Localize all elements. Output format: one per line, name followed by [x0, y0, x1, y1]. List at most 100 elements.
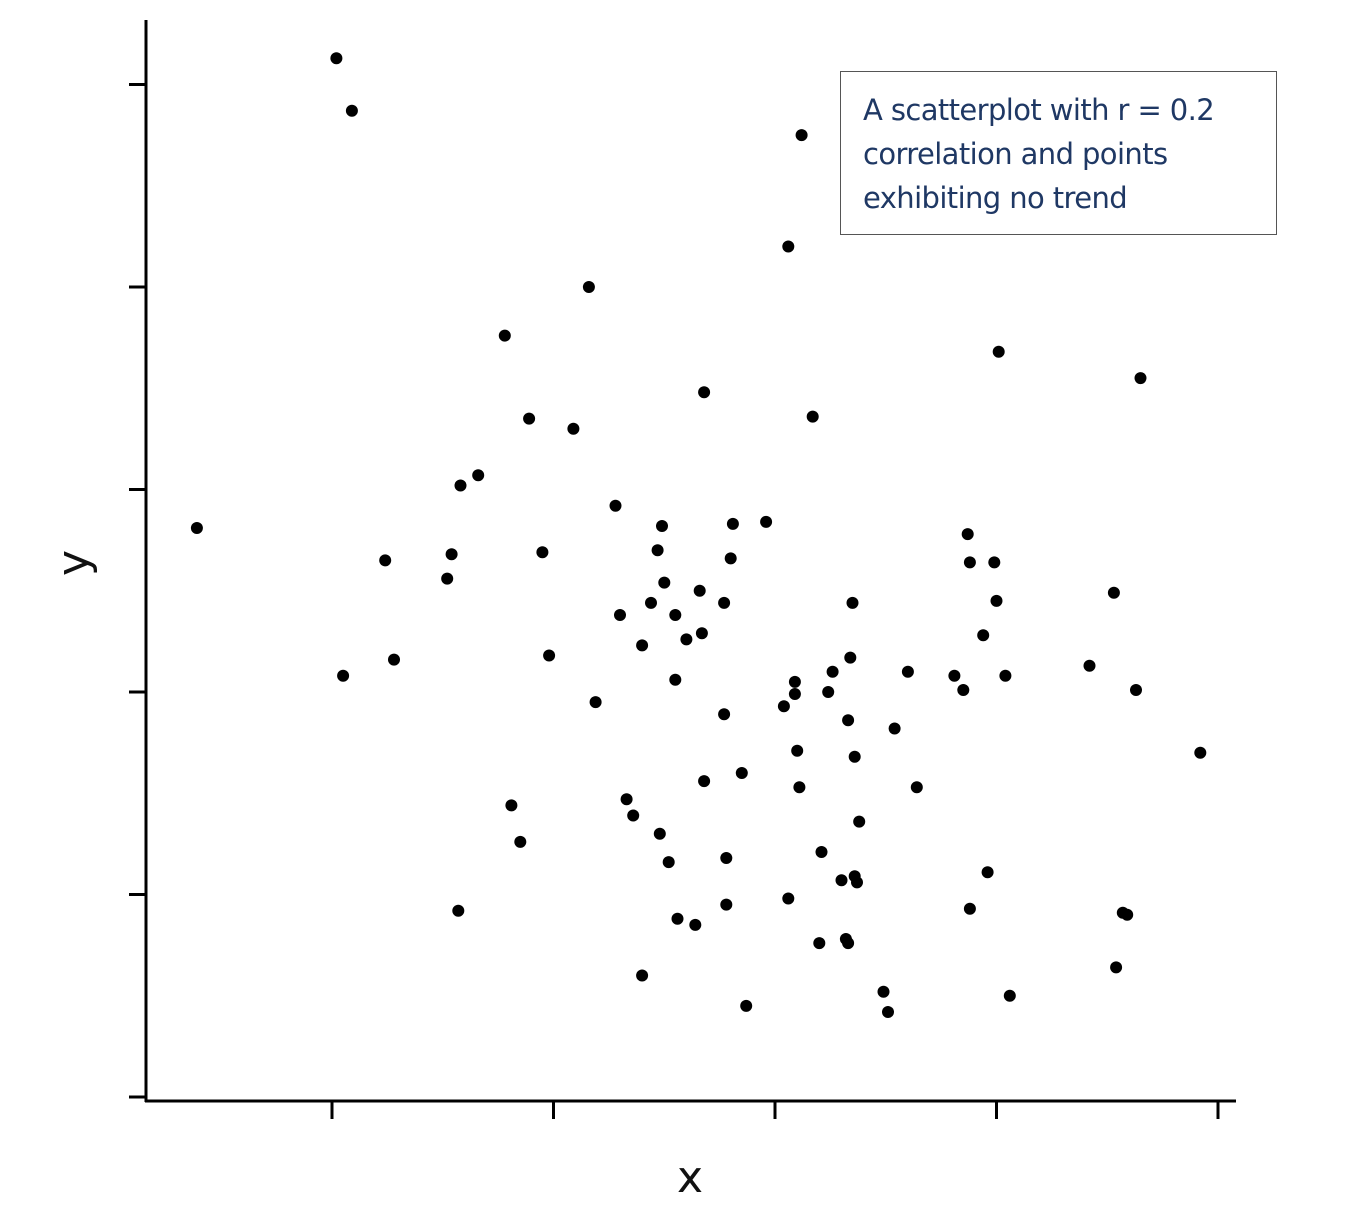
data-point — [620, 793, 633, 806]
data-point — [523, 412, 536, 425]
data-point — [680, 633, 693, 646]
data-point — [671, 912, 684, 925]
data-point — [536, 546, 549, 559]
data-point — [190, 522, 203, 534]
data-point — [330, 52, 343, 65]
data-point — [977, 629, 990, 642]
data-point — [948, 669, 961, 682]
annotation-box: A scatterplot with r = 0.2 correlation a… — [840, 71, 1277, 235]
data-point — [695, 627, 708, 640]
data-point — [1083, 659, 1096, 672]
data-point — [777, 700, 790, 713]
data-point — [514, 835, 527, 848]
data-point — [888, 722, 901, 735]
data-point — [693, 584, 706, 597]
data-point — [472, 469, 485, 482]
data-point — [963, 556, 976, 569]
data-point — [718, 708, 731, 721]
data-point — [724, 552, 737, 565]
data-point — [791, 744, 804, 757]
data-point — [963, 902, 976, 915]
data-point — [388, 653, 400, 666]
data-point — [806, 410, 819, 423]
data-point — [651, 544, 664, 557]
data-point — [735, 767, 748, 779]
data-point — [669, 673, 682, 686]
data-point — [1107, 586, 1120, 599]
data-point — [1134, 372, 1147, 385]
data-point — [636, 639, 649, 652]
data-point — [788, 675, 801, 688]
data-point — [957, 684, 970, 696]
data-point — [726, 517, 739, 530]
data-point — [445, 548, 458, 561]
data-point — [782, 240, 795, 253]
data-point — [822, 686, 835, 698]
data-points — [190, 52, 1207, 1018]
data-point — [877, 985, 890, 998]
data-point — [793, 781, 806, 794]
data-point — [1130, 684, 1142, 696]
data-point — [653, 827, 666, 840]
data-point — [853, 815, 866, 828]
data-point — [882, 1006, 894, 1018]
data-point — [589, 696, 602, 709]
data-point — [782, 892, 795, 905]
data-point — [901, 665, 914, 678]
data-point — [543, 649, 556, 662]
data-point — [379, 554, 392, 567]
data-point — [961, 528, 974, 541]
data-point — [842, 937, 855, 950]
data-point — [1003, 989, 1016, 1002]
data-point — [718, 596, 731, 609]
data-point — [813, 937, 826, 950]
data-point — [441, 572, 454, 585]
data-point — [698, 386, 711, 399]
data-point — [636, 969, 649, 982]
data-point — [990, 594, 1003, 607]
data-point — [698, 775, 711, 788]
data-point — [567, 422, 580, 435]
data-point — [337, 669, 350, 682]
data-point — [842, 714, 855, 727]
data-point — [720, 898, 733, 911]
data-point — [910, 781, 923, 794]
data-point — [614, 609, 626, 621]
data-point — [609, 499, 622, 512]
data-point — [846, 596, 859, 609]
data-point — [999, 669, 1012, 682]
data-point — [844, 651, 857, 664]
data-point — [645, 596, 657, 609]
axes — [129, 20, 1236, 1119]
data-point — [992, 345, 1005, 358]
data-point — [795, 129, 808, 142]
data-point — [662, 856, 675, 869]
data-point — [826, 665, 839, 678]
data-point — [981, 866, 994, 879]
data-point — [658, 576, 671, 589]
data-point — [740, 999, 753, 1012]
data-point — [760, 515, 773, 528]
data-point — [627, 809, 640, 822]
data-point — [1110, 961, 1123, 974]
data-point — [1121, 908, 1134, 921]
data-point — [689, 918, 702, 931]
data-point — [656, 520, 668, 532]
annotation-text: A scatterplot with r = 0.2 correlation a… — [863, 93, 1215, 215]
data-point — [669, 609, 682, 621]
data-point — [505, 799, 518, 812]
data-point — [345, 104, 358, 117]
y-axis-label: y — [48, 550, 99, 576]
data-point — [720, 852, 733, 864]
x-axis-label: x — [677, 1152, 703, 1203]
data-point — [582, 281, 595, 293]
data-point — [848, 750, 861, 763]
data-point — [454, 479, 467, 492]
data-point — [452, 904, 465, 917]
data-point — [815, 846, 828, 858]
data-point — [851, 876, 863, 889]
data-point — [788, 688, 801, 700]
data-point — [988, 556, 1001, 569]
data-point — [1194, 746, 1207, 759]
